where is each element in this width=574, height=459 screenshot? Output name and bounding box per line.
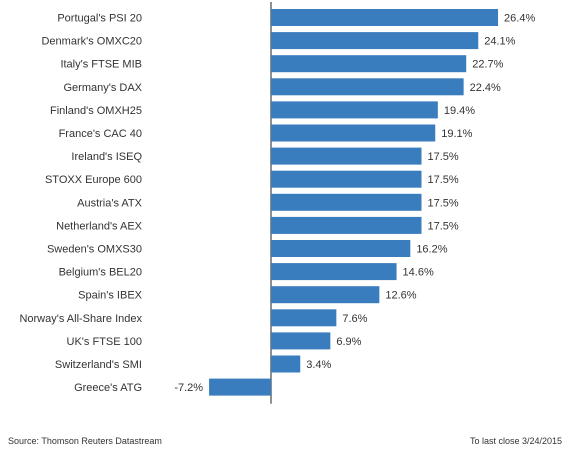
category-label: Italy's FTSE MIB: [60, 59, 142, 71]
bar: [271, 55, 467, 73]
value-label: 22.7%: [472, 59, 503, 71]
value-label: 17.5%: [428, 174, 459, 186]
category-label: Switzerland's SMI: [55, 359, 142, 371]
bar: [271, 101, 438, 119]
category-label: Greece's ATG: [74, 382, 142, 394]
category-label: Norway's All-Share Index: [19, 313, 142, 325]
bar: [271, 78, 464, 96]
value-label: -7.2%: [174, 382, 203, 394]
category-label: Belgium's BEL20: [59, 267, 142, 279]
category-label: Portugal's PSI 20: [57, 13, 142, 25]
bar: [271, 332, 331, 350]
value-label: 7.6%: [342, 313, 367, 325]
bar: [271, 355, 301, 373]
value-label: 14.6%: [403, 267, 434, 279]
bar: [271, 309, 337, 327]
bar-chart: Portugal's PSI 20 26.4% Denmark's OMXC20 24…: [19, 2, 535, 404]
category-label: Spain's IBEX: [78, 290, 143, 302]
category-label: France's CAC 40: [59, 128, 142, 140]
source-note: Source: Thomson Reuters Datastream: [8, 436, 162, 446]
value-label: 19.1%: [441, 128, 472, 140]
category-label: Denmark's OMXC20: [41, 36, 142, 48]
value-label: 6.9%: [336, 336, 361, 348]
value-label: 17.5%: [428, 151, 459, 163]
category-label: Germany's DAX: [63, 82, 142, 94]
category-label: Finland's OMXH25: [50, 105, 142, 117]
category-label: Sweden's OMXS30: [47, 244, 142, 256]
as-of-note: To last close 3/24/2015: [469, 436, 562, 446]
bar: [271, 240, 411, 257]
value-label: 17.5%: [428, 197, 459, 209]
value-label: 17.5%: [428, 220, 459, 232]
value-label: 26.4%: [504, 13, 535, 25]
bar: [271, 193, 422, 211]
bar: [271, 124, 436, 142]
bar: [209, 378, 271, 396]
bar: [271, 216, 422, 234]
value-label: 3.4%: [306, 359, 331, 371]
value-label: 22.4%: [470, 82, 501, 94]
bar: [271, 32, 479, 50]
value-label: 24.1%: [484, 36, 515, 48]
value-label: 16.2%: [416, 244, 447, 256]
bar: [271, 147, 422, 165]
category-label: Ireland's ISEQ: [71, 151, 142, 163]
category-label: UK's FTSE 100: [67, 336, 142, 348]
bar: [271, 170, 422, 188]
bar: [271, 286, 380, 304]
category-label: Austria's ATX: [77, 197, 143, 209]
value-label: 12.6%: [385, 290, 416, 302]
category-label: STOXX Europe 600: [45, 174, 142, 186]
bar: [271, 263, 397, 281]
category-label: Netherland's AEX: [56, 220, 143, 232]
bar: [271, 9, 499, 26]
value-label: 19.4%: [444, 105, 475, 117]
